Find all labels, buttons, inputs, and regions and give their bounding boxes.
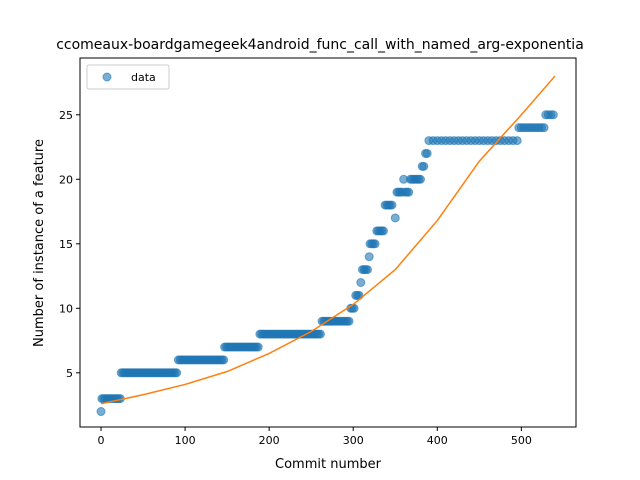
y-tick-label: 15 [59,238,73,251]
data-point-175 [387,200,397,210]
data-point-217 [512,136,522,146]
data-point-165 [370,239,380,249]
x-axis-label: Commit number [275,457,382,472]
legend-box [86,64,170,90]
x-tick-label: 100 [175,434,196,447]
data-point-156 [356,278,366,287]
legend-marker-data [102,72,112,82]
plot-frame [79,57,577,428]
data-point-232 [548,110,558,120]
x-tick-label: 200 [259,434,280,447]
data-point-95 [253,342,263,352]
legend: data [86,64,170,90]
x-tick-label: 300 [343,434,364,447]
data-point-132 [315,329,325,339]
data-point-46 [172,368,182,378]
legend-label-data: data [131,71,156,84]
y-axis-label: Number of instance of a feature [32,139,47,347]
fit-curve-line [100,75,556,405]
x-tick-label: 500 [511,434,532,447]
data-point-176 [390,213,400,223]
data-point-191 [415,174,425,184]
x-tick-label: 0 [98,434,105,447]
data-point-170 [378,226,388,236]
data-point-0 [96,407,106,417]
y-tick-label: 25 [59,109,73,122]
y-axis-ticks: 5 10 15 20 25 [59,109,80,380]
data-point-195 [422,148,432,158]
data-point-160 [363,265,373,275]
data-point-228 [539,123,549,133]
data-point-149 [344,316,354,326]
x-axis-ticks: 0 100 200 300 400 500 [98,427,532,447]
data-point-74 [219,355,229,365]
y-tick-label: 20 [59,173,73,186]
data-point-184 [404,187,414,197]
data-point-193 [419,161,429,171]
x-tick-label: 400 [427,434,448,447]
plot-area [96,75,558,417]
data-point-161 [364,252,374,262]
y-tick-label: 10 [59,302,73,315]
y-tick-label: 5 [66,367,73,380]
chart-title: ccomeaux-boardgamegeek4android_func_call… [56,37,584,53]
